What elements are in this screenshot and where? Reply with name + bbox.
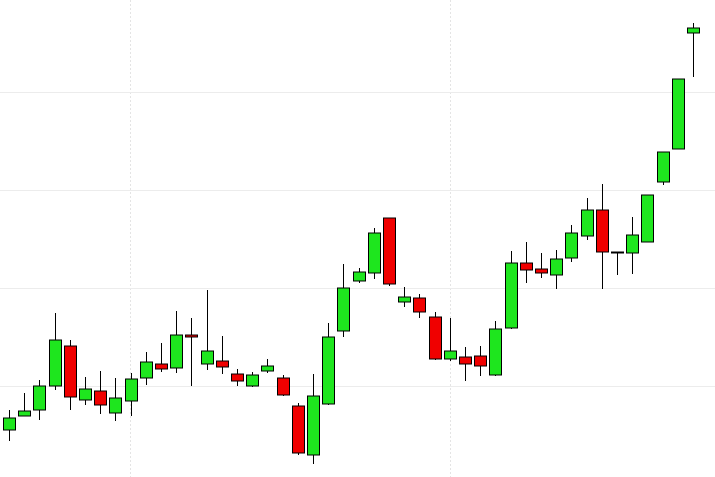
candle-body [231,373,244,382]
candle-body [626,234,639,254]
candle-body [79,388,92,401]
candle-body [3,417,16,431]
candle-body [261,365,274,372]
candle-body [277,377,290,396]
candle-body [444,350,457,360]
candle-body [216,360,229,368]
candle-body [459,356,472,365]
candle-body [505,262,518,329]
candle-body [94,390,107,406]
candle-body [489,328,502,376]
candle-body [292,405,305,454]
candle-body [550,258,563,276]
grid [0,92,715,387]
candle-body [368,232,381,274]
candle-body [413,297,426,313]
candle-body [307,395,320,456]
candle-body [383,217,396,285]
candle-body [185,334,198,338]
candle-body [474,355,487,367]
candle-body [429,316,442,360]
candle-body [201,350,214,365]
candle-body [64,345,77,398]
candle-body [109,397,122,414]
candle-body [641,194,654,243]
candle-body [353,271,366,282]
candle-body [535,268,548,274]
candle-body [565,232,578,259]
candle-body [657,151,670,183]
candle-body [611,251,624,254]
candle-body [246,374,259,387]
candle-body [596,209,609,253]
candle-body [322,336,335,405]
candle-body [125,378,138,402]
candle-body [18,410,31,417]
candle-body [337,287,350,332]
candle-body [155,363,168,370]
candle-body [33,385,46,411]
candle-body [520,262,533,271]
candle-body [581,209,594,237]
candle-body [398,296,411,303]
candle-body [140,361,153,379]
candle-body [687,27,700,34]
candle-body [170,334,183,369]
candle-body [49,339,62,387]
candle-body [672,78,685,150]
candles [3,23,700,464]
